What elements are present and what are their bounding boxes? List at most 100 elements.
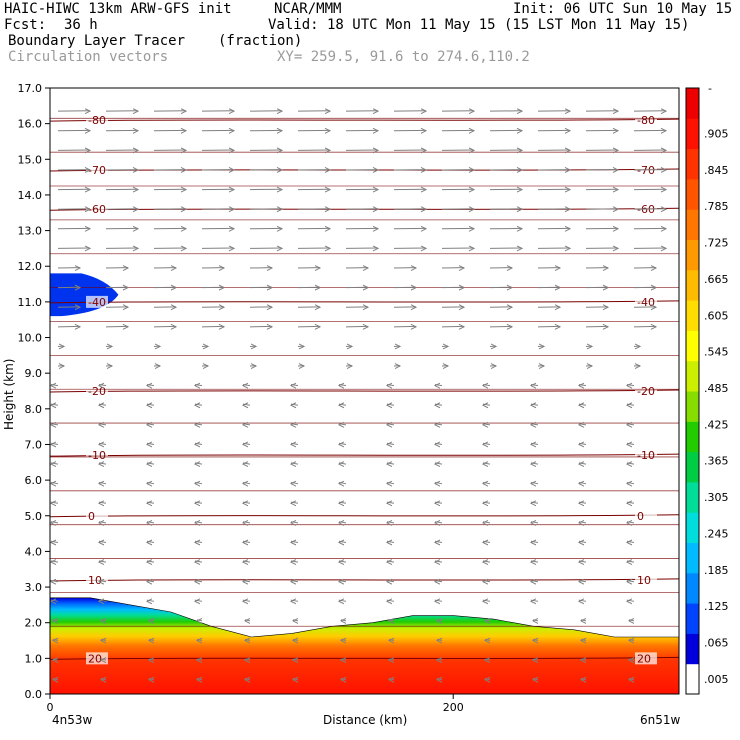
vector-head xyxy=(433,539,441,546)
vector-head xyxy=(276,108,284,115)
vector-head xyxy=(483,637,491,644)
colorbar-swatch xyxy=(686,269,699,301)
vector-head xyxy=(170,265,178,271)
vector-head xyxy=(266,265,274,271)
vector-head xyxy=(468,147,476,154)
vector-head xyxy=(529,480,537,487)
colorbar-label: .665 xyxy=(704,273,729,286)
vector-head xyxy=(420,108,428,115)
y-tick-label: 17.0 xyxy=(18,82,43,95)
colorbar-label: .905 xyxy=(704,127,729,140)
vector-head xyxy=(324,186,332,193)
vector-head xyxy=(228,147,236,154)
valid-time: Valid: 18 UTC Mon 11 May 15 (15 LST Mon … xyxy=(268,17,690,33)
vector-head xyxy=(554,304,562,311)
isotherm-label: 10 xyxy=(88,574,102,587)
vector-head xyxy=(289,402,297,409)
vector-head xyxy=(298,363,306,369)
circulation-vectors xyxy=(49,108,668,683)
vector-head xyxy=(612,108,620,115)
colorbar-swatch xyxy=(686,330,699,362)
vector-head xyxy=(554,265,562,271)
vector-head xyxy=(180,147,188,154)
vector-head xyxy=(193,559,201,566)
vector-shaft xyxy=(148,678,155,681)
isotherm-0 xyxy=(49,514,680,518)
vector-head xyxy=(481,500,489,507)
vector-head xyxy=(579,676,587,683)
vector-head xyxy=(481,559,489,566)
isotherm-minor xyxy=(49,185,680,187)
vector-head xyxy=(241,402,249,409)
vector-head xyxy=(564,167,572,173)
isotherm-label-bg xyxy=(86,163,108,176)
vector-head xyxy=(372,225,380,232)
vector-head xyxy=(516,206,524,213)
isotherm-20 xyxy=(49,656,680,660)
isotherm-label-bg xyxy=(635,573,657,586)
vector-head xyxy=(420,206,428,213)
vector-shaft xyxy=(196,638,203,642)
vector-head xyxy=(106,343,114,350)
vector-head xyxy=(49,441,57,448)
vector-head xyxy=(291,657,299,664)
vector-shaft xyxy=(388,619,395,622)
vector-head xyxy=(180,127,188,134)
xy-range: XY= 259.5, 91.6 to 274.6,110.2 xyxy=(277,49,530,65)
vector-head xyxy=(385,461,393,468)
vector-shaft xyxy=(388,638,395,642)
vector-head xyxy=(387,657,395,664)
vector-head xyxy=(145,519,153,526)
vector-shaft xyxy=(52,658,59,661)
colorbar-swatch xyxy=(686,300,699,331)
colorbar-label: .005 xyxy=(704,673,729,686)
vector-head xyxy=(564,186,572,193)
vector-head xyxy=(193,500,201,507)
isotherm-label: 20 xyxy=(88,652,102,665)
y-tick-label: 11.0 xyxy=(18,296,43,309)
vector-head xyxy=(362,265,370,271)
vector-shaft xyxy=(196,619,203,622)
vector-head xyxy=(579,617,587,624)
vector-head xyxy=(612,225,620,232)
isotherm-minor xyxy=(49,456,680,458)
y-tick-label: 4.0 xyxy=(25,545,43,558)
vector-head xyxy=(468,245,476,252)
isotherm-label: -60 xyxy=(637,203,655,216)
vector-head xyxy=(577,480,585,487)
vector-head xyxy=(228,167,236,173)
vector-head xyxy=(193,402,201,409)
vector-head xyxy=(625,598,633,605)
colorbar-swatch xyxy=(686,451,699,483)
vector-head xyxy=(49,480,57,487)
isotherm-minor xyxy=(49,557,680,560)
vector-head xyxy=(627,657,635,664)
y-tick-label: 12.0 xyxy=(18,260,43,273)
vector-head xyxy=(122,284,130,291)
vector-head xyxy=(564,206,572,213)
x-axis-title: Distance (km) xyxy=(323,713,407,727)
vector-shaft xyxy=(148,638,155,642)
vector-head xyxy=(387,637,395,644)
vector-head xyxy=(132,245,140,252)
vector-head xyxy=(420,127,428,134)
vector-head xyxy=(483,657,491,664)
vector-head xyxy=(372,127,380,134)
vector-head xyxy=(346,363,354,369)
vector-shaft xyxy=(100,638,107,642)
colorbar-label: .125 xyxy=(704,600,729,613)
isotherm-label: -80 xyxy=(88,114,106,127)
vector-head xyxy=(612,186,620,193)
vector-head xyxy=(193,421,201,428)
vector-head xyxy=(612,206,620,213)
vector-head xyxy=(564,225,572,232)
vector-head xyxy=(180,206,188,213)
vector-head xyxy=(314,304,322,311)
isotherm--10 xyxy=(49,453,680,457)
vector-head xyxy=(481,519,489,526)
vector-head xyxy=(276,245,284,252)
vector-head xyxy=(99,617,107,624)
vector-head xyxy=(612,167,620,173)
vector-head xyxy=(420,225,428,232)
vector-head xyxy=(627,617,635,624)
